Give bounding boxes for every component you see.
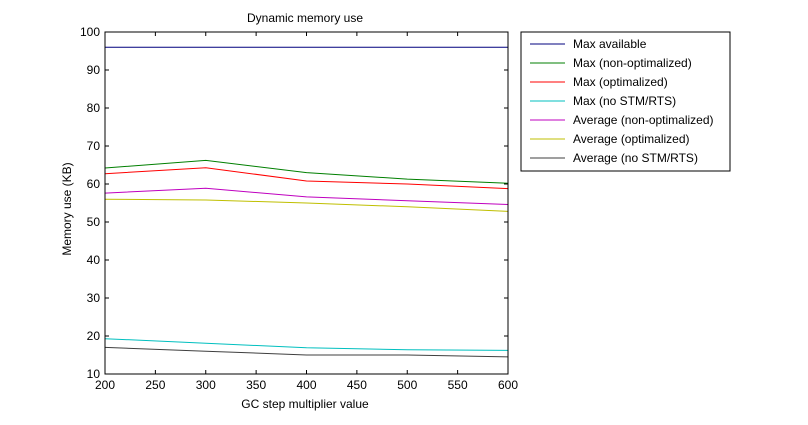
y-tick-label: 60 [87, 177, 101, 191]
x-tick-label: 500 [397, 378, 417, 392]
x-tick-label: 450 [347, 378, 367, 392]
legend-entry: Max (optimalized) [573, 75, 668, 89]
chart-title: Dynamic memory use [247, 11, 363, 25]
y-tick-label: 20 [87, 329, 101, 343]
legend-entry: Average (optimalized) [573, 132, 690, 146]
legend-entry: Max available [573, 37, 647, 51]
legend-entry: Max (no STM/RTS) [573, 94, 676, 108]
y-tick-label: 40 [87, 253, 101, 267]
y-tick-label: 90 [87, 63, 101, 77]
x-axis-label: GC step multiplier value [241, 397, 369, 411]
y-tick-label: 80 [87, 101, 101, 115]
series-line-6 [104, 198, 509, 212]
y-tick-label: 70 [87, 139, 101, 153]
x-tick-label: 600 [498, 378, 518, 392]
legend-entry: Max (non-optimalized) [573, 56, 692, 70]
legend-entry: Average (no STM/RTS) [573, 151, 698, 165]
y-axis-label: Memory use (KB) [60, 162, 74, 255]
y-tick-label: 50 [87, 215, 101, 229]
series-lines [104, 46, 509, 358]
axes: 200 250 300 350 400 450 500 550 600 10 20 30 40 50 60 7… [80, 25, 518, 392]
series-line-2 [104, 159, 509, 184]
y-tick-label: 30 [87, 291, 101, 305]
x-tick-label: 550 [448, 378, 468, 392]
series-line-4 [104, 338, 509, 351]
series-line-5 [104, 187, 509, 205]
x-tick-label: 400 [296, 378, 316, 392]
series-line-7 [104, 346, 509, 358]
x-tick-label: 300 [196, 378, 216, 392]
x-tick-label: 350 [246, 378, 266, 392]
series-line-3 [104, 167, 509, 190]
x-tick-label: 200 [95, 378, 115, 392]
legend-entry: Average (non-optimalized) [573, 113, 714, 127]
x-tick-label: 250 [145, 378, 165, 392]
y-tick-label: 100 [80, 25, 100, 39]
y-tick-label: 10 [87, 367, 101, 381]
legend: Max available Max (non-optimalized) Max (o… [520, 31, 731, 172]
